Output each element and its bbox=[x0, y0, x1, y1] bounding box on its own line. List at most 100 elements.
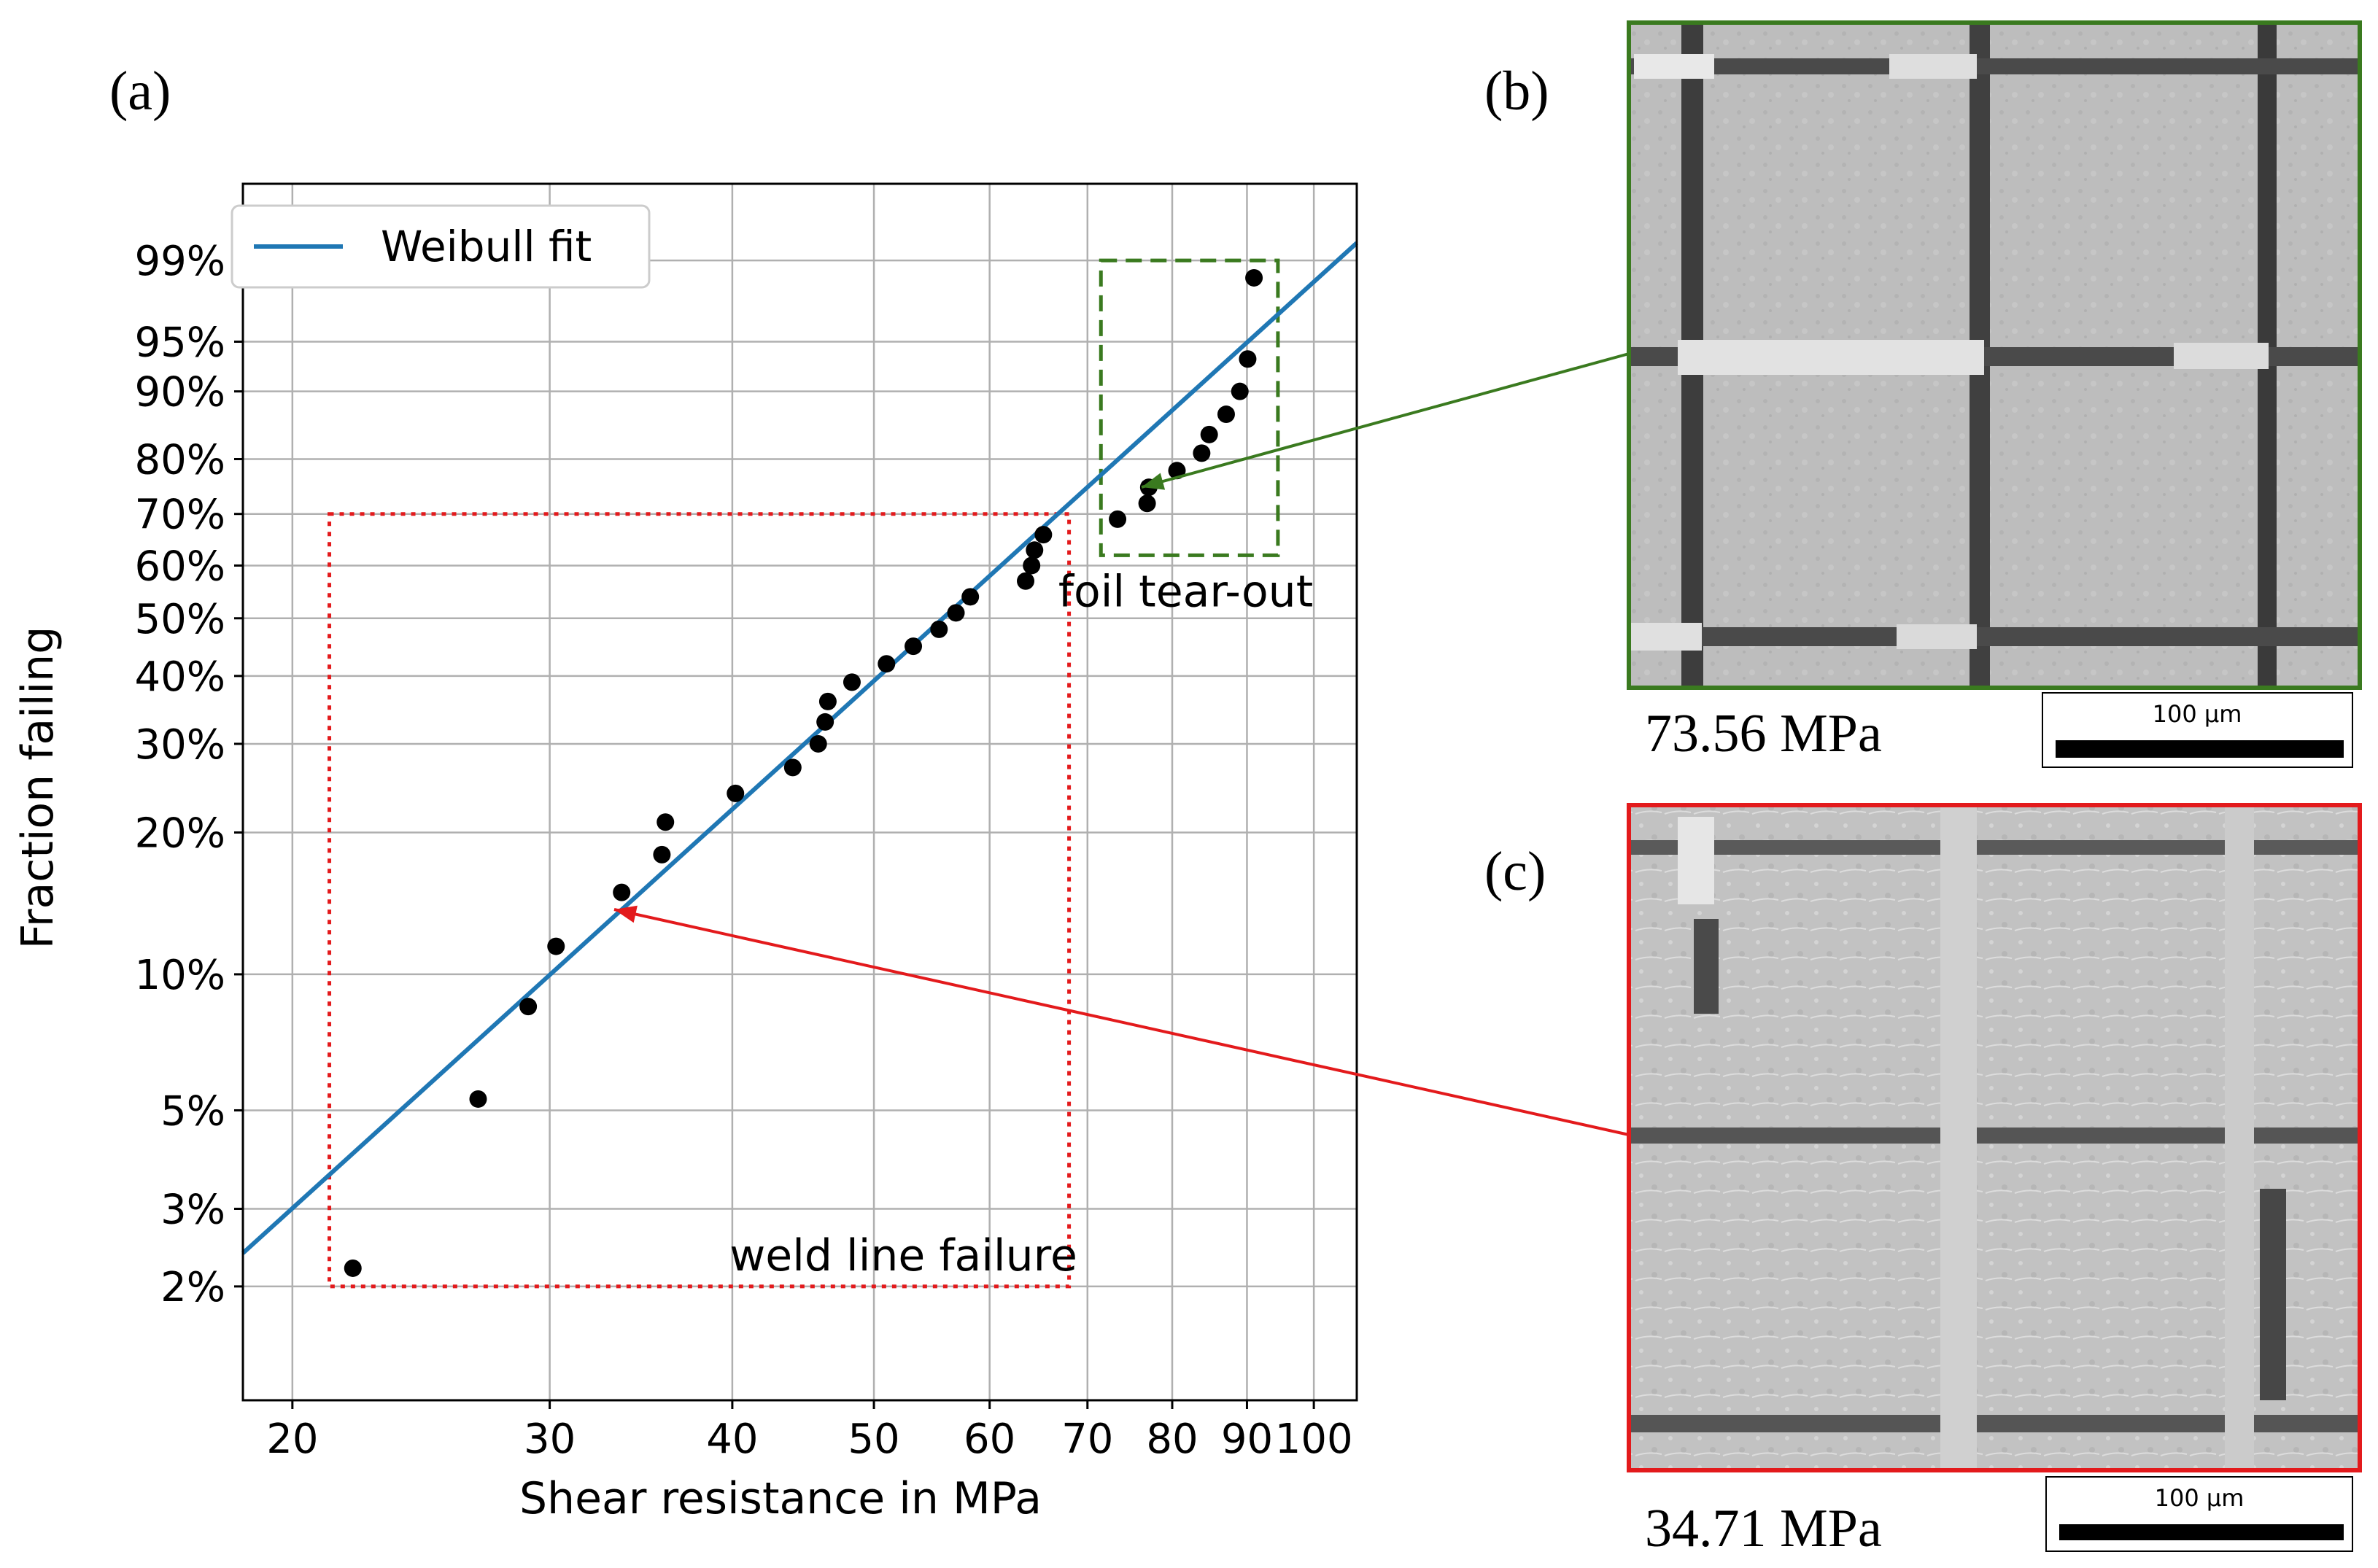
arrow-head-c bbox=[614, 905, 638, 923]
y-tick-label: 5% bbox=[160, 1087, 225, 1135]
data-point bbox=[809, 734, 827, 753]
data-points bbox=[344, 268, 1263, 1277]
y-tick-label: 3% bbox=[160, 1187, 225, 1234]
panel-c-stress: 34.71 MPa bbox=[1645, 1499, 1882, 1559]
y-tick-label: 80% bbox=[135, 436, 225, 484]
legend-entry: Weibull fit bbox=[381, 222, 592, 271]
y-tick-label: 30% bbox=[135, 721, 225, 769]
data-point bbox=[1109, 510, 1127, 528]
y-tick-labels: 2% 3% 5% 10% 20% 30% 40% 50% 60%70% 80% 90%95% 99% bbox=[135, 238, 225, 1311]
legend-box bbox=[231, 204, 651, 289]
data-point bbox=[1239, 350, 1257, 368]
foil-fragment bbox=[1889, 54, 1977, 79]
dark-defect bbox=[1694, 919, 1719, 1014]
grid-line bbox=[1629, 840, 2360, 855]
x-tick-label: 40 bbox=[706, 1416, 758, 1463]
data-point bbox=[816, 713, 834, 731]
data-point bbox=[469, 1090, 487, 1108]
foil-tear-out-label: foil tear-out bbox=[1058, 566, 1313, 617]
grid-line bbox=[1629, 1128, 2360, 1144]
plot-frame bbox=[241, 182, 1358, 1402]
data-point bbox=[613, 883, 631, 901]
data-point bbox=[818, 692, 837, 710]
y-tick-label: 60% bbox=[135, 543, 225, 590]
pale-band bbox=[1940, 805, 1977, 1470]
scale-bar-c-line bbox=[2059, 1524, 2344, 1540]
x-tick-labels: 20 30 40 50 60 70 80 90 100 bbox=[266, 1416, 1352, 1463]
x-tick-label: 80 bbox=[1146, 1416, 1198, 1463]
x-tick-label: 70 bbox=[1061, 1416, 1113, 1463]
data-point bbox=[727, 784, 745, 802]
x-tick-label: 20 bbox=[266, 1416, 318, 1463]
arrow-to-panel-b bbox=[1141, 352, 1630, 489]
data-point bbox=[1034, 526, 1053, 544]
foil-fragment bbox=[2174, 343, 2269, 369]
data-point bbox=[1023, 556, 1041, 575]
y-tick-label: 50% bbox=[135, 596, 225, 643]
foil-tear-out-box bbox=[1099, 258, 1280, 557]
data-point bbox=[1231, 382, 1249, 400]
legend: Weibull fit bbox=[231, 204, 651, 289]
data-point bbox=[344, 1259, 362, 1277]
y-tick-label: 70% bbox=[135, 492, 225, 539]
grid-line bbox=[1629, 58, 2360, 74]
scale-bar-b-label: 100 µm bbox=[2153, 700, 2242, 728]
y-tick-label: 10% bbox=[135, 952, 225, 999]
data-point bbox=[1217, 405, 1235, 424]
y-tick-label: 99% bbox=[135, 238, 225, 285]
dark-defect bbox=[2260, 1189, 2286, 1400]
x-tick-label: 30 bbox=[524, 1416, 576, 1463]
weibull-fit-line bbox=[241, 241, 1359, 1255]
data-point bbox=[1138, 494, 1156, 513]
y-tick-label: 20% bbox=[135, 810, 225, 857]
grid-line bbox=[1629, 627, 2360, 646]
data-point bbox=[1245, 268, 1263, 287]
scale-bar-b: 100 µm bbox=[2042, 692, 2353, 768]
x-tick-label: 50 bbox=[848, 1416, 899, 1463]
data-point bbox=[1200, 425, 1218, 443]
annotation-boxes: weld line failure foil tear-out bbox=[328, 258, 1313, 1289]
data-point bbox=[878, 655, 896, 673]
data-point bbox=[653, 845, 671, 863]
micrograph-b-frame bbox=[1627, 20, 2362, 690]
foil-fragment bbox=[1678, 817, 1714, 904]
weld-line-failure-label: weld line failure bbox=[729, 1230, 1077, 1281]
x-tick-label: 60 bbox=[964, 1416, 1015, 1463]
arrow-head-b bbox=[1142, 473, 1166, 490]
x-axis-label: Shear resistance in MPa bbox=[519, 1473, 1042, 1524]
panel-c-label: (c) bbox=[1484, 841, 1546, 902]
scale-bar-c-label: 100 µm bbox=[2155, 1484, 2245, 1512]
data-point bbox=[547, 937, 565, 955]
y-axis-label: Fraction failing bbox=[12, 626, 63, 950]
data-point bbox=[930, 620, 948, 638]
data-point bbox=[1026, 541, 1044, 559]
micrograph-c-frame bbox=[1627, 803, 2362, 1472]
panel-b-stress: 73.56 MPa bbox=[1645, 704, 1882, 764]
foil-fragment bbox=[1629, 623, 1702, 651]
arrow-to-panel-c bbox=[613, 908, 1630, 1136]
pale-band bbox=[2225, 805, 2254, 1470]
y-tick-label: 2% bbox=[160, 1264, 225, 1311]
data-point bbox=[961, 588, 980, 606]
y-tick-label: 40% bbox=[135, 653, 225, 701]
grid bbox=[234, 184, 1357, 1409]
chart: weld line failure foil tear-out 20 30 40 50… bbox=[12, 182, 1359, 1524]
data-point bbox=[1017, 572, 1035, 590]
foil-fragment bbox=[1634, 54, 1714, 79]
data-point bbox=[1193, 444, 1211, 462]
data-point bbox=[519, 998, 538, 1016]
data-point bbox=[783, 758, 802, 777]
data-point bbox=[843, 673, 861, 691]
panel-a-label: (a) bbox=[109, 61, 171, 122]
x-tick-label: 90 bbox=[1221, 1416, 1273, 1463]
scale-bar-b-line bbox=[2056, 740, 2344, 758]
micrograph-b bbox=[1627, 20, 2362, 690]
y-tick-label: 95% bbox=[135, 319, 225, 366]
x-tick-label: 100 bbox=[1275, 1416, 1353, 1463]
panel-b-label: (b) bbox=[1484, 61, 1549, 122]
foil-fragment bbox=[1678, 340, 1984, 375]
scale-bar-c: 100 µm bbox=[2045, 1476, 2353, 1552]
micrograph-c bbox=[1627, 803, 2362, 1472]
y-tick-label: 90% bbox=[135, 369, 225, 416]
